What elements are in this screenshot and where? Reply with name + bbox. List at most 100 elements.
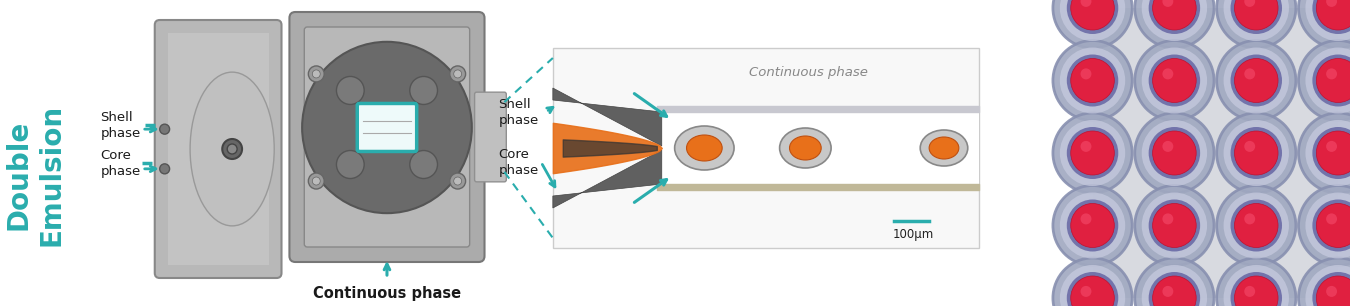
Circle shape bbox=[1066, 0, 1118, 34]
Circle shape bbox=[1060, 192, 1125, 259]
Circle shape bbox=[1326, 0, 1336, 7]
Circle shape bbox=[1080, 69, 1091, 79]
Circle shape bbox=[1230, 0, 1282, 34]
Text: Shell
phase: Shell phase bbox=[100, 110, 140, 140]
Circle shape bbox=[454, 70, 462, 78]
Circle shape bbox=[159, 164, 170, 174]
Circle shape bbox=[1223, 192, 1289, 259]
Circle shape bbox=[1149, 200, 1200, 252]
Circle shape bbox=[1162, 0, 1173, 7]
Circle shape bbox=[308, 66, 324, 82]
Circle shape bbox=[1066, 127, 1118, 179]
Circle shape bbox=[1071, 131, 1114, 175]
Circle shape bbox=[1223, 265, 1289, 306]
Circle shape bbox=[454, 177, 462, 185]
Circle shape bbox=[1230, 127, 1282, 179]
Circle shape bbox=[1316, 131, 1350, 175]
Circle shape bbox=[1230, 54, 1282, 106]
Circle shape bbox=[1135, 40, 1214, 121]
Ellipse shape bbox=[790, 136, 821, 160]
Circle shape bbox=[1135, 258, 1214, 306]
Circle shape bbox=[1053, 0, 1133, 48]
Circle shape bbox=[1230, 272, 1282, 306]
Circle shape bbox=[312, 70, 320, 78]
Ellipse shape bbox=[921, 130, 968, 166]
FancyBboxPatch shape bbox=[304, 27, 470, 247]
Circle shape bbox=[1153, 131, 1196, 175]
Circle shape bbox=[1223, 120, 1289, 186]
Text: Continuous phase: Continuous phase bbox=[749, 66, 868, 79]
Circle shape bbox=[1230, 200, 1282, 252]
Ellipse shape bbox=[190, 72, 274, 226]
Text: Shell
phase: Shell phase bbox=[498, 98, 539, 126]
Circle shape bbox=[1149, 0, 1200, 34]
Circle shape bbox=[1299, 185, 1350, 266]
Circle shape bbox=[1071, 58, 1114, 103]
Circle shape bbox=[1326, 213, 1336, 224]
Circle shape bbox=[1316, 203, 1350, 248]
Circle shape bbox=[1066, 200, 1118, 252]
FancyBboxPatch shape bbox=[475, 92, 506, 182]
Circle shape bbox=[1305, 47, 1350, 114]
Ellipse shape bbox=[929, 137, 958, 159]
Circle shape bbox=[1162, 69, 1173, 79]
FancyBboxPatch shape bbox=[155, 20, 282, 278]
Circle shape bbox=[1245, 286, 1256, 297]
Circle shape bbox=[1080, 213, 1091, 224]
Circle shape bbox=[1216, 258, 1296, 306]
Circle shape bbox=[1305, 0, 1350, 41]
Bar bbox=[167, 33, 269, 265]
Circle shape bbox=[227, 144, 238, 154]
Circle shape bbox=[410, 151, 437, 178]
Ellipse shape bbox=[675, 126, 734, 170]
Circle shape bbox=[1312, 54, 1350, 106]
Circle shape bbox=[1142, 192, 1207, 259]
Circle shape bbox=[1245, 69, 1256, 79]
Circle shape bbox=[336, 151, 364, 178]
Bar bbox=[657, 112, 979, 184]
Polygon shape bbox=[554, 88, 662, 146]
Circle shape bbox=[1245, 0, 1256, 7]
Circle shape bbox=[1316, 276, 1350, 306]
Circle shape bbox=[1153, 276, 1196, 306]
Circle shape bbox=[1234, 276, 1278, 306]
Circle shape bbox=[1149, 272, 1200, 306]
Circle shape bbox=[1066, 54, 1118, 106]
Circle shape bbox=[1135, 113, 1214, 193]
Circle shape bbox=[223, 139, 242, 159]
Circle shape bbox=[1234, 58, 1278, 103]
Circle shape bbox=[159, 124, 170, 134]
FancyBboxPatch shape bbox=[358, 103, 417, 151]
Circle shape bbox=[1142, 265, 1207, 306]
Circle shape bbox=[1071, 276, 1114, 306]
Circle shape bbox=[1299, 0, 1350, 48]
Circle shape bbox=[1153, 203, 1196, 248]
Circle shape bbox=[1216, 40, 1296, 121]
Circle shape bbox=[1142, 47, 1207, 114]
Text: Core
phase: Core phase bbox=[100, 148, 140, 177]
Ellipse shape bbox=[779, 128, 832, 168]
Ellipse shape bbox=[687, 135, 722, 161]
Circle shape bbox=[312, 177, 320, 185]
Circle shape bbox=[1053, 113, 1133, 193]
Circle shape bbox=[1053, 185, 1133, 266]
Circle shape bbox=[1153, 58, 1196, 103]
Circle shape bbox=[1149, 127, 1200, 179]
Text: Double
Emulsion: Double Emulsion bbox=[5, 104, 65, 246]
Circle shape bbox=[1326, 69, 1336, 79]
Circle shape bbox=[450, 66, 466, 82]
Circle shape bbox=[1162, 286, 1173, 297]
Circle shape bbox=[1299, 40, 1350, 121]
Circle shape bbox=[1299, 113, 1350, 193]
Circle shape bbox=[1316, 0, 1350, 30]
Circle shape bbox=[1312, 0, 1350, 34]
Circle shape bbox=[336, 76, 364, 104]
Circle shape bbox=[308, 173, 324, 189]
Circle shape bbox=[1312, 272, 1350, 306]
Circle shape bbox=[1312, 127, 1350, 179]
Text: Core
phase: Core phase bbox=[498, 147, 539, 177]
Circle shape bbox=[1060, 0, 1125, 41]
Circle shape bbox=[1234, 203, 1278, 248]
Circle shape bbox=[1216, 0, 1296, 48]
Circle shape bbox=[1312, 200, 1350, 252]
